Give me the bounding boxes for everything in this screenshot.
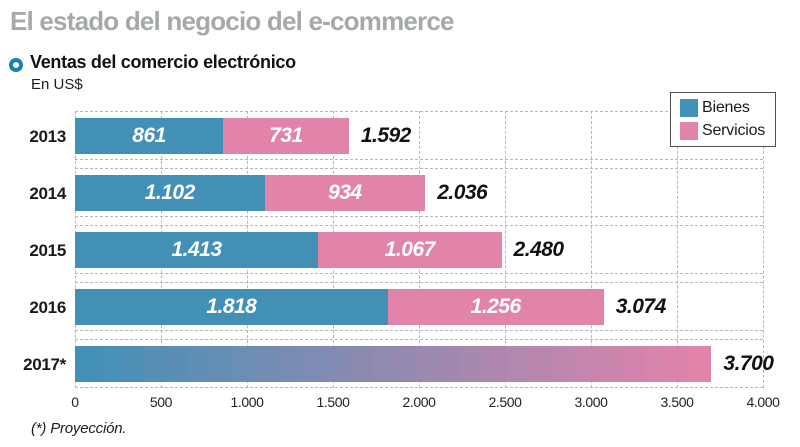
- segment-value-label: 1.413: [171, 238, 222, 261]
- segment-bienes: 1.818: [75, 289, 388, 325]
- legend-label-servicios: Servicios: [702, 122, 766, 139]
- total-label: 2.036: [437, 180, 488, 204]
- chart-title: Ventas del comercio electrónico: [30, 52, 296, 72]
- legend-item-bienes: Bienes: [680, 99, 765, 117]
- bar-2017: [75, 346, 712, 382]
- segment-servicios: 1.256: [387, 289, 604, 325]
- x-tick-label: 500: [149, 394, 173, 410]
- projection-gradient-segment: [75, 346, 712, 382]
- bullet-icon: [9, 58, 23, 72]
- row-band-2015: 1.413 1.067 2.480: [75, 225, 763, 274]
- x-tick-label: 2.500: [488, 394, 522, 410]
- category-label-2016: 2016: [29, 297, 66, 317]
- category-label-2013: 2013: [29, 126, 66, 146]
- segment-servicios: 934: [264, 175, 426, 211]
- chart-unit-label: En US$: [31, 76, 83, 93]
- row-band-2016: 1.818 1.256 3.074: [75, 282, 763, 331]
- bar-2016: 1.818 1.256: [75, 289, 604, 325]
- segment-servicios: 1.067: [318, 232, 502, 268]
- segment-value-label: 1.818: [206, 295, 257, 318]
- x-tick-label: 3.000: [574, 394, 608, 410]
- x-tick-label: 3.500: [660, 394, 694, 410]
- row-band-2013: 861 731 1.592: [75, 111, 763, 160]
- segment-value-label: 731: [269, 124, 303, 147]
- segment-value-label: 861: [132, 124, 166, 147]
- category-label-2017: 2017*: [23, 354, 66, 374]
- row-band-2017: 3.700: [75, 339, 774, 388]
- category-label-2015: 2015: [29, 240, 66, 260]
- segment-bienes: 1.413: [75, 232, 319, 268]
- segment-value-label: 1.102: [144, 181, 196, 204]
- x-tick-label: 2.000: [402, 394, 436, 410]
- total-label: 1.592: [360, 123, 412, 147]
- bar-2014: 1.102 934: [75, 175, 426, 211]
- bar-2015: 1.413 1.067: [75, 232, 502, 268]
- segment-value-label: 1.256: [470, 295, 522, 318]
- legend-item-servicios: Servicios: [680, 122, 765, 140]
- y-axis-category-labels: 2013 2014 2015 2016 2017*: [0, 111, 66, 388]
- footnote: (*) Proyección.: [31, 420, 127, 437]
- segment-bienes: 1.102: [75, 175, 265, 211]
- segment-value-label: 1.067: [384, 238, 436, 261]
- gridline: [763, 111, 764, 388]
- total-label: 3.700: [723, 351, 774, 375]
- gridline: [591, 111, 592, 388]
- x-tick-label: 1.500: [316, 394, 350, 410]
- category-label-2014: 2014: [29, 183, 66, 203]
- x-tick-label: 1.000: [230, 394, 264, 410]
- gridline: [677, 111, 678, 388]
- x-axis: 0 500 1.000 1.500 2.000 2.500 3.000 3.500 4.000: [71, 394, 780, 412]
- gridline: [505, 111, 506, 388]
- row-band-2014: 1.102 934 2.036: [75, 168, 763, 217]
- bar-2013: 861 731: [75, 118, 349, 154]
- legend: Bienes Servicios: [670, 92, 777, 147]
- x-tick-label: 0: [71, 394, 79, 410]
- total-label: 3.074: [615, 294, 667, 318]
- servicios-swatch-icon: [680, 122, 698, 140]
- bienes-swatch-icon: [680, 99, 698, 117]
- legend-label-bienes: Bienes: [702, 99, 750, 116]
- plot-area: 861 731 1.592 1.102 934 2.036 1.413 1.067 2.480 1…: [75, 111, 774, 388]
- segment-servicios: 731: [223, 118, 349, 154]
- segment-bienes: 861: [75, 118, 224, 154]
- total-label: 2.480: [513, 237, 565, 261]
- x-tick-label: 4.000: [746, 394, 780, 410]
- segment-value-label: 934: [328, 181, 362, 204]
- page-title: El estado del negocio del e-commerce: [10, 6, 454, 36]
